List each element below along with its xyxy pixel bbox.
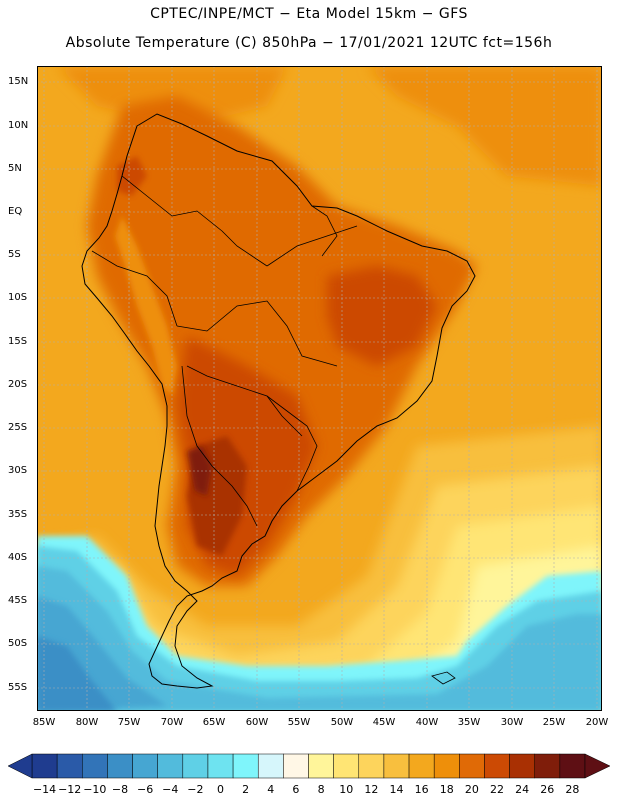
colorbar (7, 753, 611, 779)
lon-label: 80W (75, 717, 99, 728)
lat-label: 20S (8, 379, 28, 390)
lon-label: 50W (330, 717, 354, 728)
field-20-north-atlantic (367, 66, 602, 186)
lat-label: 30S (8, 465, 28, 476)
chart-title-line1: CPTEC/INPE/MCT − Eta Model 15km − GFS (150, 6, 468, 22)
lon-label: 70W (160, 717, 184, 728)
colorbar-cell (132, 753, 158, 779)
graticule (37, 66, 602, 711)
field-0-south (37, 546, 602, 711)
colorbar-cell (559, 753, 586, 779)
colorbar-cell (82, 753, 108, 779)
lon-label: 85W (32, 717, 56, 728)
colorbar-label: 24 (515, 783, 530, 796)
lon-label: 35W (457, 717, 481, 728)
map-frame (37, 66, 602, 711)
colorbar-label: 4 (267, 783, 275, 796)
colorbar-cell (408, 753, 435, 779)
field-20-andes (115, 216, 177, 396)
colorbar-cell (31, 753, 58, 779)
colorbar-label: −12 (58, 783, 82, 796)
colorbar-label: 16 (414, 783, 429, 796)
colorbar-label: 20 (464, 783, 479, 796)
lon-label: 40W (415, 717, 439, 728)
colorbar-label: 8 (317, 783, 325, 796)
colorbar-min-arrow (7, 753, 33, 779)
colorbar-cell (333, 753, 360, 779)
colorbar-label: 10 (339, 783, 354, 796)
south-america-coastline (81, 113, 476, 689)
lat-label: 10S (8, 292, 28, 303)
colorbar-label: 12 (364, 783, 379, 796)
lon-label: 30W (500, 717, 524, 728)
colorbar-max-arrow (584, 753, 611, 779)
lat-label: 25S (8, 422, 28, 433)
colorbar-label: −6 (137, 783, 154, 796)
colorbar-cell (107, 753, 133, 779)
colorbar-label: −10 (83, 783, 107, 796)
colorbar-label: −8 (111, 783, 129, 796)
colorbar-label: −4 (162, 783, 179, 796)
lat-label: 50S (8, 638, 28, 649)
field-minus6-southwest (37, 636, 117, 711)
colorbar-label: 18 (439, 783, 454, 796)
chart-title-line2: Absolute Temperature (C) 850hPa − 17/01/… (65, 35, 553, 51)
colorbar-cell (283, 753, 309, 779)
colorbar-cell (534, 753, 561, 779)
colorbar-cell (459, 753, 485, 779)
colorbar-label: 14 (389, 783, 404, 796)
lat-label: 15N (8, 76, 29, 87)
lat-label: 5N (8, 163, 22, 174)
field-22-continent (87, 96, 477, 586)
falkland-islands (431, 671, 456, 685)
colorbar-cell (383, 753, 410, 779)
colorbar-label: −2 (187, 783, 204, 796)
colorbar-cell (257, 753, 284, 779)
lon-label: 45W (372, 717, 396, 728)
colorbar-cell (433, 753, 460, 779)
lat-label: EQ (8, 206, 23, 217)
lat-label: 15S (8, 336, 28, 347)
lon-label: 75W (117, 717, 141, 728)
lat-label: 5S (8, 249, 21, 260)
temperature-map (37, 66, 602, 711)
lat-label: 40S (8, 552, 28, 563)
lon-label: 20W (585, 717, 609, 728)
colorbar-cell (232, 753, 259, 779)
colorbar-cell (157, 753, 184, 779)
colorbar-cell (207, 753, 234, 779)
country-borders (91, 175, 358, 527)
lon-label: 25W (542, 717, 566, 728)
colorbar-cell (484, 753, 510, 779)
lat-label: 10N (8, 120, 29, 131)
colorbar-label: 28 (565, 783, 580, 796)
lat-label: 55S (8, 682, 28, 693)
colorbar-cell (358, 753, 385, 779)
colorbar-label: 26 (540, 783, 555, 796)
colorbar-cell (56, 753, 83, 779)
colorbar-cell (308, 753, 334, 779)
colorbar-cell (182, 753, 209, 779)
field-28-argentina (187, 446, 212, 496)
lat-label: 35S (8, 509, 28, 520)
lon-label: 65W (202, 717, 226, 728)
colorbar-cell (509, 753, 535, 779)
lat-label: 45S (8, 595, 28, 606)
colorbar-label: 0 (217, 783, 225, 796)
colorbar-label: 6 (292, 783, 300, 796)
colorbar-label: 22 (490, 783, 505, 796)
colorbar-label: 2 (242, 783, 250, 796)
lon-label: 55W (287, 717, 311, 728)
colorbar-label: −14 (32, 783, 57, 796)
field-24-northeast (327, 266, 437, 366)
lon-label: 60W (245, 717, 269, 728)
